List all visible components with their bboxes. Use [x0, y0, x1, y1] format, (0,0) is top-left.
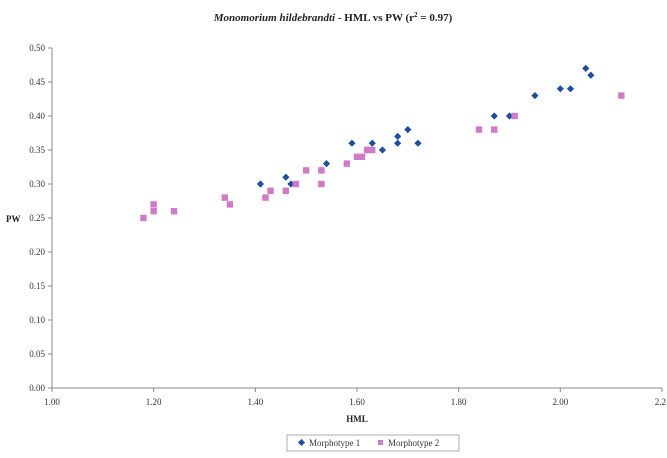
y-tick-label: 0.45 [29, 77, 45, 87]
legend-marker-morphotype-2 [378, 440, 383, 445]
data-point-morphotype-1 [505, 112, 514, 120]
y-axis-title: PW [6, 214, 21, 224]
data-point-morphotype-2 [226, 201, 234, 208]
y-tick-label: 0.35 [29, 145, 45, 155]
y-axis-ticks: 0.00 0.05 0.10 0.15 0.20 0.25 0.30 0.35 0.40 0.45… [29, 43, 52, 393]
data-point-morphotype-1 [378, 146, 387, 154]
data-point-morphotype-1 [256, 180, 265, 188]
data-point-morphotype-2 [140, 214, 147, 222]
x-tick-label: 1.20 [146, 397, 162, 407]
legend-marker-morphotype-1 [297, 438, 306, 447]
x-tick-label: 1.00 [44, 397, 60, 407]
data-point-morphotype-1 [490, 112, 498, 120]
data-point-morphotype-2 [302, 167, 310, 174]
data-point-morphotype-1 [282, 173, 290, 181]
x-tick-label: 1.60 [349, 397, 365, 407]
data-point-morphotype-1 [322, 160, 331, 168]
chart-title-rest: - HML vs PW (r [335, 12, 414, 24]
legend-box [286, 434, 460, 452]
legend-label-morphotype-2: Morphotype 2 [388, 438, 439, 448]
y-tick-label: 0.05 [29, 349, 45, 359]
data-point-morphotype-2 [318, 167, 325, 174]
chart-title: Monomorium hildebrandti - HML vs PW (r2 … [213, 11, 453, 24]
data-point-morphotype-2 [511, 112, 518, 120]
data-point-morphotype-2 [343, 160, 351, 167]
data-point-morphotype-1 [566, 85, 575, 93]
data-point-morphotype-1 [556, 85, 564, 93]
chart-title-superscript: 2 [414, 11, 418, 19]
x-tick-label: 2.2 [655, 397, 666, 407]
x-axis-ticks: 1.00 1.20 1.40 1.60 1.80 2.00 2.2 [44, 388, 666, 407]
data-point-morphotype-1 [287, 180, 295, 188]
data-point-morphotype-2 [353, 153, 361, 160]
data-point-morphotype-2 [358, 153, 366, 160]
legend-label-morphotype-1: Morphotype 1 [309, 438, 360, 448]
x-axis-title: HML [346, 414, 368, 424]
data-point-morphotype-1 [582, 64, 590, 72]
chart-title-species: Monomorium hildebrandti [213, 12, 336, 24]
x-tick-label: 1.80 [451, 397, 467, 407]
data-point-morphotype-1 [531, 92, 539, 100]
data-points [140, 64, 625, 222]
data-point-morphotype-1 [368, 139, 376, 147]
data-point-morphotype-2 [282, 187, 290, 194]
data-point-morphotype-2 [150, 208, 157, 215]
data-point-morphotype-2 [170, 208, 178, 215]
data-point-morphotype-1 [348, 139, 356, 147]
data-point-morphotype-2 [221, 194, 229, 201]
y-tick-label: 0.15 [29, 281, 45, 291]
data-point-morphotype-2 [363, 146, 371, 154]
data-point-morphotype-2 [618, 92, 625, 99]
data-point-morphotype-1 [414, 139, 422, 147]
y-tick-label: 0.50 [29, 43, 45, 53]
data-point-morphotype-1 [394, 139, 402, 147]
data-point-morphotype-2 [262, 194, 269, 201]
data-point-morphotype-1 [587, 71, 595, 79]
data-point-morphotype-2 [491, 126, 498, 133]
data-point-morphotype-1 [404, 126, 412, 134]
data-point-morphotype-2 [318, 180, 325, 188]
data-point-morphotype-2 [369, 146, 376, 154]
data-point-morphotype-1 [394, 132, 402, 140]
x-tick-label: 2.00 [552, 397, 568, 407]
x-tick-label: 1.40 [247, 397, 263, 407]
data-point-morphotype-2 [150, 201, 157, 208]
y-tick-label: 0.10 [29, 315, 45, 325]
y-tick-label: 0.00 [29, 383, 45, 393]
y-tick-label: 0.40 [29, 111, 45, 121]
y-tick-label: 0.30 [29, 179, 45, 189]
data-point-morphotype-2 [475, 126, 483, 133]
y-tick-label: 0.20 [29, 247, 45, 257]
data-point-morphotype-2 [267, 187, 274, 194]
data-point-morphotype-2 [292, 180, 300, 188]
y-tick-label: 0.25 [29, 213, 45, 223]
chart-title-suffix: = 0.97) [418, 12, 453, 24]
legend: Morphotype 1 Morphotype 2 [286, 434, 460, 452]
